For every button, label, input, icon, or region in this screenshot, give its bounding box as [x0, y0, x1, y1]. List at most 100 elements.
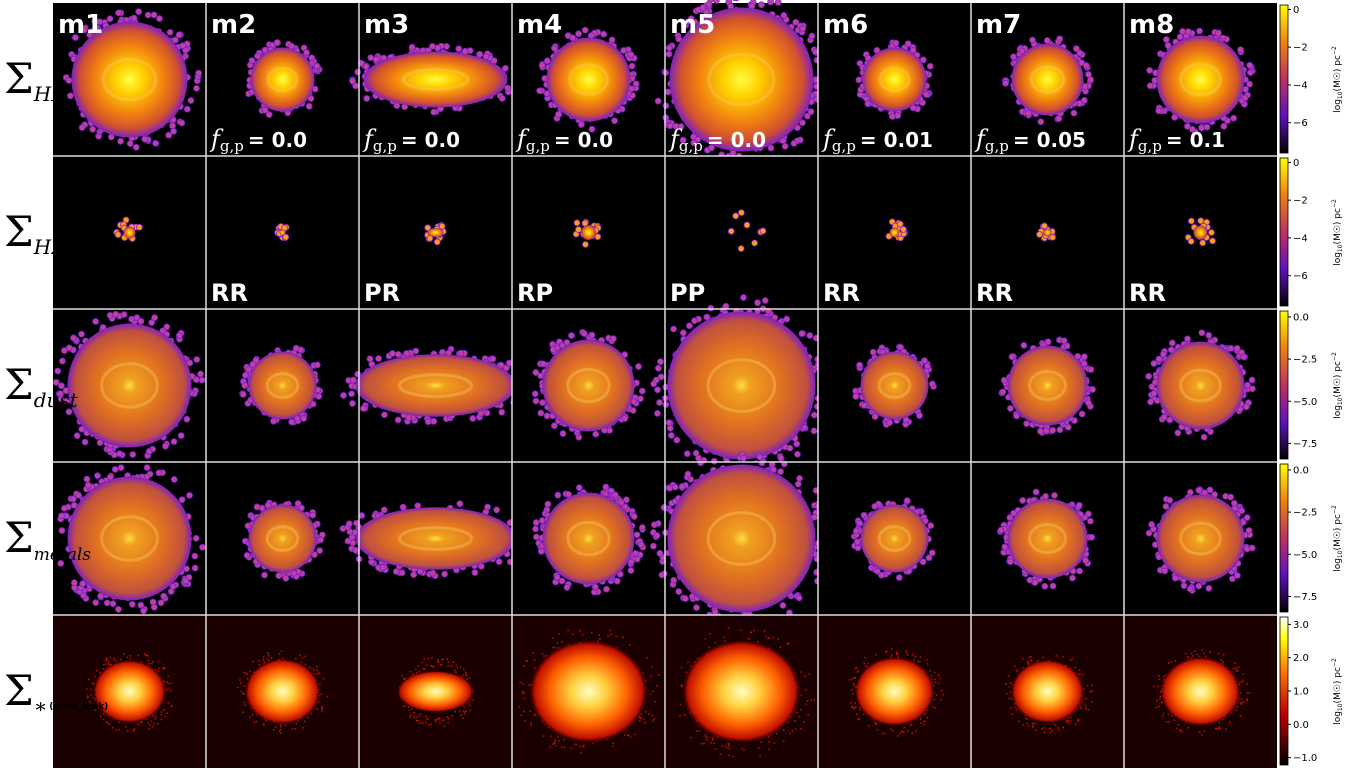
row-symbol: Σ	[4, 207, 34, 256]
star-particle	[934, 672, 936, 674]
star-particle	[153, 723, 155, 725]
gas-particle	[61, 505, 67, 511]
star-particle	[1091, 685, 1093, 687]
star-particle	[557, 642, 559, 644]
star-particle	[1028, 726, 1030, 728]
star-particle	[416, 720, 418, 722]
star-particle	[1049, 728, 1051, 730]
star-particle	[656, 685, 658, 687]
star-particle	[279, 653, 281, 655]
star-particle	[460, 666, 462, 668]
gas-particle	[400, 504, 406, 510]
star-particle	[249, 671, 251, 673]
gas-particle	[1228, 494, 1234, 500]
gas-particle	[1069, 575, 1075, 581]
colorbar-tick-label: 0	[1293, 158, 1299, 169]
star-particle	[907, 730, 909, 732]
star-particle	[137, 724, 139, 726]
gas-particle	[782, 143, 788, 149]
star-particle	[164, 667, 166, 669]
star-particle	[454, 711, 456, 713]
star-particle	[1202, 649, 1204, 651]
row-subscript: H2	[33, 235, 64, 259]
gas-particle	[796, 595, 802, 601]
star-particle	[263, 724, 265, 726]
gas-particle	[1002, 544, 1008, 550]
star-particle	[531, 723, 533, 725]
gas-particle	[603, 586, 609, 592]
colorbar-label-sup: −2	[1331, 352, 1338, 361]
panel	[53, 615, 206, 768]
gas-particle	[711, 458, 717, 464]
gas-particle	[793, 19, 799, 25]
colorbar-label-sub: 10	[1337, 397, 1344, 405]
star-particle	[932, 706, 934, 708]
gas-particle	[1184, 336, 1190, 342]
gas-disk	[543, 340, 635, 432]
gas-particle	[456, 46, 462, 52]
gas-particle	[78, 331, 84, 337]
star-particle	[256, 721, 258, 723]
gas-particle	[1085, 400, 1091, 406]
star-particle	[687, 662, 689, 664]
star-particle	[854, 677, 856, 679]
colorbar	[1280, 464, 1288, 612]
colorbar-tick-label: 3.0	[1293, 620, 1309, 631]
gas-particle	[153, 140, 159, 146]
gas-particle	[738, 210, 744, 216]
gas-particle	[661, 504, 667, 510]
gas-particle	[130, 451, 136, 457]
colorbar-tick-label: −5.0	[1293, 397, 1317, 408]
gas-particle	[1083, 558, 1089, 564]
star-particle	[94, 676, 96, 678]
star-particle	[711, 742, 713, 744]
star-particle	[773, 637, 775, 639]
gas-particle	[811, 428, 817, 434]
gas-particle	[200, 544, 206, 550]
star-particle	[936, 694, 938, 696]
gas-particle	[1011, 54, 1017, 60]
pair-label: RR	[211, 279, 248, 307]
gas-particle	[651, 381, 657, 387]
colorbar	[1280, 158, 1288, 306]
panel	[651, 295, 830, 476]
star-particle	[523, 711, 525, 713]
panel: m6fg,p= 0.01	[818, 3, 971, 156]
star-particle	[712, 738, 714, 740]
gas-particle	[470, 415, 476, 421]
star-particle	[653, 718, 655, 720]
colorbar-label-sub: 10	[1337, 703, 1344, 711]
star-particle	[758, 747, 760, 749]
star-particle	[558, 740, 560, 742]
gas-particle	[158, 600, 164, 606]
star-particle	[161, 711, 163, 713]
gas-particle	[791, 140, 797, 146]
star-particle	[564, 747, 566, 749]
star-particle	[582, 634, 584, 636]
gas-particle	[79, 125, 85, 131]
star-particle	[907, 655, 909, 657]
colorbar-tick-label: 0.0	[1293, 465, 1309, 476]
gas-particle	[192, 553, 198, 559]
gas-particle	[684, 451, 690, 457]
star-particle	[1203, 731, 1205, 733]
star-particle	[1070, 720, 1072, 722]
stellar-disk	[245, 659, 321, 725]
colorbar-label-sup: −2	[1331, 199, 1338, 208]
star-particle	[1062, 656, 1064, 658]
gas-particle	[651, 522, 657, 528]
gas-particle	[350, 78, 356, 84]
gas-particle	[113, 311, 119, 317]
star-particle	[1041, 728, 1043, 730]
gas-particle	[1027, 577, 1033, 583]
gas-particle	[854, 539, 860, 545]
gas-particle	[1146, 530, 1152, 536]
star-particle	[1050, 732, 1052, 734]
star-particle	[1159, 706, 1161, 708]
gas-particle	[115, 232, 121, 238]
gas-particle	[1007, 515, 1013, 521]
star-particle	[728, 627, 730, 629]
star-particle	[750, 631, 752, 633]
gas-particle	[574, 220, 580, 226]
star-particle	[913, 659, 915, 661]
